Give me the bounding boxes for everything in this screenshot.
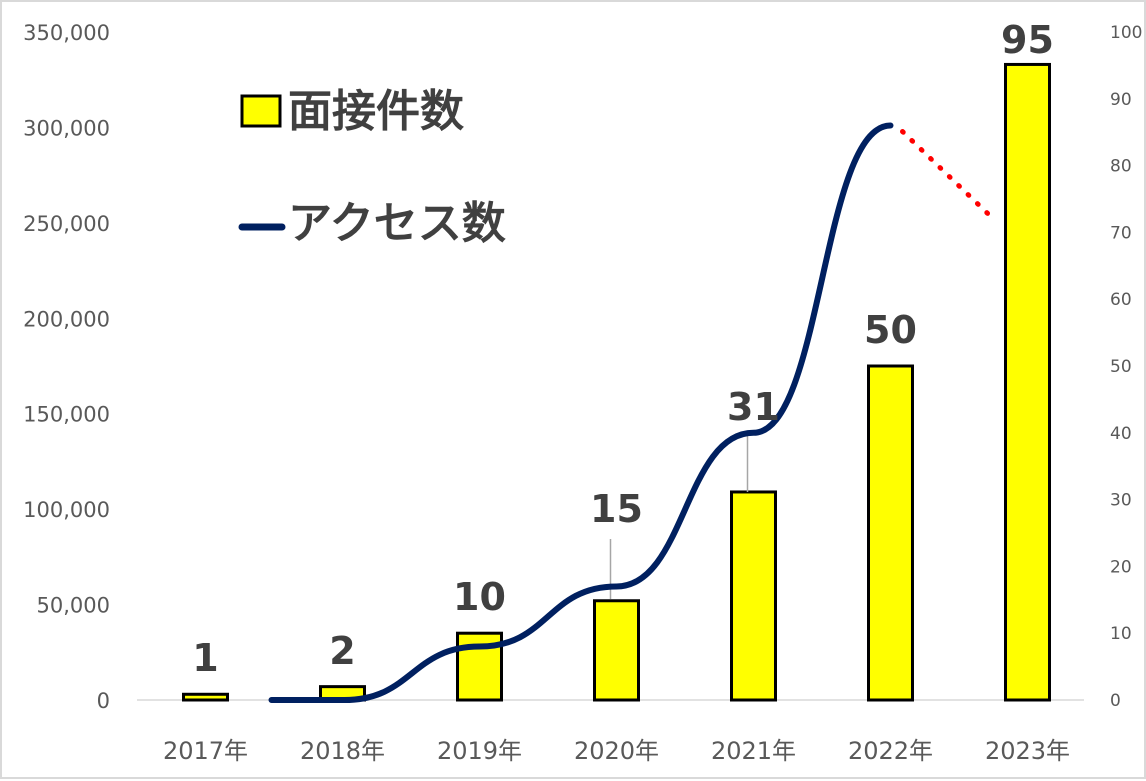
bar (730, 490, 777, 702)
right-axis-ticks: 0 10 20 30 40 50 60 70 80 90 100 (1110, 23, 1142, 711)
bar (593, 599, 640, 702)
x-tick-label: 2022年 (848, 737, 933, 765)
left-axis-ticks: 0 50,000 100,000 150,000 200,000 250,000 300,0… (23, 21, 110, 713)
bar-data-label: 1 (192, 636, 218, 680)
right-tick-label: 70 (1110, 223, 1132, 243)
bar-data-label: 10 (453, 575, 506, 619)
bar-data-labels: 1 2 10 15 31 50 95 (192, 18, 1054, 680)
access-line (268, 122, 894, 704)
legend-bar-swatch (240, 94, 282, 128)
line-series (268, 122, 998, 704)
right-tick-label: 20 (1110, 557, 1132, 577)
left-tick-label: 350,000 (23, 21, 110, 45)
right-tick-label: 90 (1110, 90, 1132, 110)
right-tick-label: 100 (1110, 23, 1142, 43)
left-tick-label: 200,000 (23, 307, 110, 331)
x-tick-label: 2019年 (437, 737, 522, 765)
legend-line-label: アクセス数 (288, 198, 506, 249)
bar-series (182, 62, 1051, 702)
left-tick-label: 50,000 (37, 594, 110, 618)
bar-data-label: 95 (1001, 18, 1054, 62)
left-tick-label: 150,000 (23, 403, 110, 427)
right-tick-label: 30 (1110, 491, 1132, 511)
right-tick-label: 60 (1110, 290, 1132, 310)
right-tick-label: 40 (1110, 424, 1132, 444)
bar (182, 692, 229, 702)
x-tick-label: 2017年 (163, 737, 248, 765)
x-tick-label: 2023年 (985, 737, 1070, 765)
x-tick-label: 2021年 (711, 737, 796, 765)
right-tick-label: 0 (1110, 691, 1121, 711)
legend-bar-label: 面接件数 (288, 86, 464, 137)
bar (1004, 62, 1051, 702)
bar (867, 364, 914, 702)
bar-data-label: 2 (329, 629, 355, 673)
x-tick-label: 2020年 (574, 737, 659, 765)
right-tick-label: 10 (1110, 624, 1132, 644)
projection-line (900, 129, 998, 224)
right-tick-label: 50 (1110, 357, 1132, 377)
left-tick-label: 100,000 (23, 498, 110, 522)
x-tick-label: 2018年 (300, 737, 385, 765)
legend: 面接件数 アクセス数 (238, 86, 506, 249)
x-axis-ticks: 2017年 2018年 2019年 2020年 2021年 2022年 2023年 (163, 737, 1070, 765)
right-tick-label: 80 (1110, 157, 1132, 177)
bar-data-label: 50 (864, 308, 917, 352)
left-tick-label: 0 (97, 689, 110, 713)
left-tick-label: 300,000 (23, 116, 110, 140)
bar-data-label: 31 (727, 385, 780, 429)
bar-data-label: 15 (590, 487, 643, 531)
left-tick-label: 250,000 (23, 212, 110, 236)
